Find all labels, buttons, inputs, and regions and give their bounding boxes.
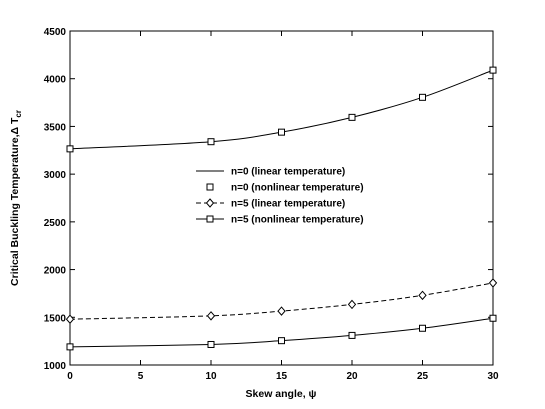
x-tick-label: 10 [205,371,217,382]
legend-marker-diamond [205,198,215,208]
y-tick-label: 2500 [44,218,67,229]
data-point-square [278,128,285,136]
data-point-square [419,93,426,101]
legend-label: n=5 (nonlinear temperature) [231,215,364,226]
data-point-diamond [277,306,286,316]
data-point-square [66,145,74,153]
y-axis-label-subscript: cr [14,110,23,118]
data-point-square [207,138,215,146]
x-tick-label: 30 [487,371,499,382]
legend-label: n=0 (nonlinear temperature) [231,183,364,194]
data-point-square [489,66,497,74]
legend-item: n=5 (nonlinear temperature) [196,215,364,226]
data-point-square [66,343,74,351]
legend-item: n=5 (linear temperature) [196,198,345,210]
data-point-square [207,340,215,348]
legend-marker-square [206,215,214,223]
y-tick-label: 2000 [44,266,67,277]
legend: n=0 (linear temperature) n=0 (nonlinear t… [196,167,364,226]
data-point-diamond [418,290,427,301]
data-point-square [278,337,285,345]
legend-item: n=0 (nonlinear temperature) [206,183,364,194]
legend-label: n=0 (linear temperature) [231,167,345,178]
data-point-square [348,331,356,339]
data-point-square [348,113,356,121]
series-4 [66,66,497,153]
y-tick-label: 3500 [44,122,67,133]
y-tick-label: 1000 [44,361,67,372]
y-tick-label: 1500 [44,313,67,324]
x-tick-label: 5 [138,371,144,382]
x-tick-label: 0 [67,371,73,382]
series-2 [66,314,497,351]
y-tick-label: 4500 [44,27,67,38]
data-point-square [419,324,426,332]
series-layer [65,66,498,351]
x-axis-label: Skew angle, ψ [246,388,317,400]
legend-label: n=5 (linear temperature) [231,199,345,210]
x-tick-label: 20 [346,371,358,382]
x-tick-label: 25 [417,371,429,382]
data-point-diamond [206,311,216,321]
legend-item: n=0 (linear temperature) [196,167,345,178]
data-point-diamond [347,299,357,310]
data-point-diamond [488,278,498,288]
series-3 [65,278,498,324]
data-point-diamond [65,314,75,324]
axis-ticks: 0 5 10 15 20 25 30 1000 1500 2000 2500 3000 3500 4000… [44,27,499,382]
y-axis-label: Critical Buckling Temperature,Δ Tcr [9,110,23,286]
y-tick-label: 4000 [44,75,67,86]
x-tick-label: 15 [276,371,288,382]
data-point-square [489,314,497,322]
y-tick-label: 3000 [44,170,67,181]
legend-marker-square [206,183,214,191]
series-line [69,69,494,150]
